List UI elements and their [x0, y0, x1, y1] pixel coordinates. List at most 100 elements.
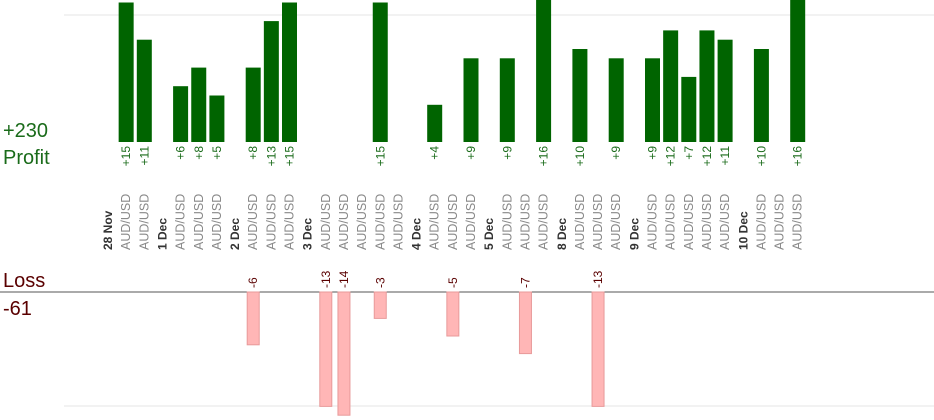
profit-value-label: +15 — [119, 146, 133, 167]
day-header-label: 2 Dec — [228, 218, 242, 250]
profit-value-label: +15 — [373, 146, 387, 167]
loss-bar — [319, 291, 333, 407]
pair-label: AUD/USD — [246, 194, 260, 250]
loss-value-label: -7 — [518, 277, 532, 288]
profit-value-label: +10 — [754, 146, 768, 167]
profit-value-label: +9 — [500, 146, 514, 160]
profit-bar — [191, 67, 207, 142]
profit-value-label: +9 — [464, 146, 478, 160]
loss-total: -61 — [3, 298, 32, 320]
profit-bar — [699, 30, 715, 142]
profit-value-label: +6 — [174, 146, 188, 160]
day-header-label: 1 Dec — [155, 218, 169, 250]
profit-value-label: +12 — [700, 146, 714, 167]
profit-value-label: +9 — [609, 146, 623, 160]
loss-bar — [591, 291, 605, 407]
pair-label: AUD/USD — [337, 194, 351, 250]
profit-bar — [463, 58, 479, 142]
loss-bars: -6 -13 -14 -3 -5 -7 -13 — [246, 270, 605, 416]
gridlines — [0, 14, 934, 407]
profit-value-label: +13 — [264, 146, 278, 167]
day-header-label: 3 Dec — [301, 218, 315, 250]
profit-bar — [663, 30, 679, 142]
loss-value-label: -13 — [591, 270, 605, 288]
pair-label: AUD/USD — [283, 194, 297, 250]
loss-value-label: -5 — [446, 277, 460, 288]
day-header-label: 10 Dec — [736, 211, 750, 250]
loss-value-label: -13 — [319, 270, 333, 288]
pair-label: AUD/USD — [464, 194, 478, 250]
pair-label: AUD/USD — [646, 194, 660, 250]
profit-bar — [427, 104, 443, 142]
profit-value-label: +4 — [428, 146, 442, 160]
day-header-label: 4 Dec — [410, 218, 424, 250]
pair-label: AUD/USD — [591, 194, 605, 250]
profit-bar — [282, 2, 297, 142]
day-header-label: 8 Dec — [555, 218, 569, 250]
profit-bar — [372, 2, 388, 142]
profit-bar — [717, 39, 733, 143]
pair-label: AUD/USD — [210, 194, 224, 250]
pair-label: AUD/USD — [319, 194, 333, 250]
pair-label: AUD/USD — [573, 194, 587, 250]
day-header-label: 9 Dec — [627, 218, 641, 250]
pair-label: AUD/USD — [192, 194, 206, 250]
pair-label: AUD/USD — [373, 194, 387, 250]
pair-label: AUD/USD — [682, 194, 696, 250]
pair-label: AUD/USD — [119, 194, 133, 250]
profit-label: Profit — [3, 147, 50, 169]
profit-value-label: +16 — [537, 146, 551, 167]
profit-bar — [572, 49, 588, 142]
profit-bar — [608, 58, 624, 142]
pair-label: AUD/USD — [264, 194, 278, 250]
loss-bar — [518, 291, 532, 355]
loss-value-label: -3 — [373, 277, 387, 288]
category-labels: 28 Nov AUD/USD AUD/USD 1 Dec AUD/USD AUD/USD A… — [101, 194, 805, 250]
pair-label: AUD/USD — [391, 194, 405, 250]
loss-bar — [246, 291, 260, 346]
profit-value-label: +7 — [682, 146, 696, 160]
profit-value-label: +11 — [137, 146, 151, 166]
profit-bar — [245, 67, 261, 142]
profit-value-label: +15 — [283, 146, 297, 167]
loss-value-label: -6 — [246, 277, 260, 288]
pair-label: AUD/USD — [791, 194, 805, 250]
pair-label: AUD/USD — [137, 194, 151, 250]
profit-bar — [173, 86, 189, 142]
loss-bar — [337, 291, 351, 416]
profit-bar — [645, 58, 660, 142]
loss-label: Loss — [3, 270, 45, 292]
profit-total: +230 — [3, 120, 48, 142]
profit-value-label: +8 — [246, 146, 260, 160]
pair-label: AUD/USD — [718, 194, 732, 250]
pair-label: AUD/USD — [609, 194, 623, 250]
profit-bar — [136, 39, 152, 143]
pair-label: AUD/USD — [754, 194, 768, 250]
profit-bar — [536, 0, 552, 143]
profit-value-label: +12 — [664, 146, 678, 167]
profit-value-label: +8 — [192, 146, 206, 160]
pair-label: AUD/USD — [355, 194, 369, 250]
pair-label: AUD/USD — [518, 194, 532, 250]
profit-bar — [681, 76, 697, 142]
profit-value-label: +9 — [646, 146, 660, 160]
loss-value-label: -14 — [337, 270, 351, 288]
profit-value-label: +16 — [791, 146, 805, 167]
profit-bar — [753, 49, 769, 142]
loss-bar — [446, 291, 460, 337]
day-header-label: 5 Dec — [482, 218, 496, 250]
profit-bar — [209, 95, 225, 142]
loss-bar — [373, 291, 387, 319]
profit-bar — [790, 0, 806, 143]
profit-bar — [118, 2, 134, 142]
profit-value-label: +5 — [210, 146, 224, 160]
pair-label: AUD/USD — [446, 194, 460, 250]
profit-value-label: +10 — [573, 146, 587, 167]
day-header-label: 28 Nov — [101, 210, 115, 250]
pair-label: AUD/USD — [773, 194, 787, 250]
profit-value-label: +11 — [718, 146, 732, 166]
pair-label: AUD/USD — [428, 194, 442, 250]
pair-label: AUD/USD — [700, 194, 714, 250]
pair-label: AUD/USD — [174, 194, 188, 250]
